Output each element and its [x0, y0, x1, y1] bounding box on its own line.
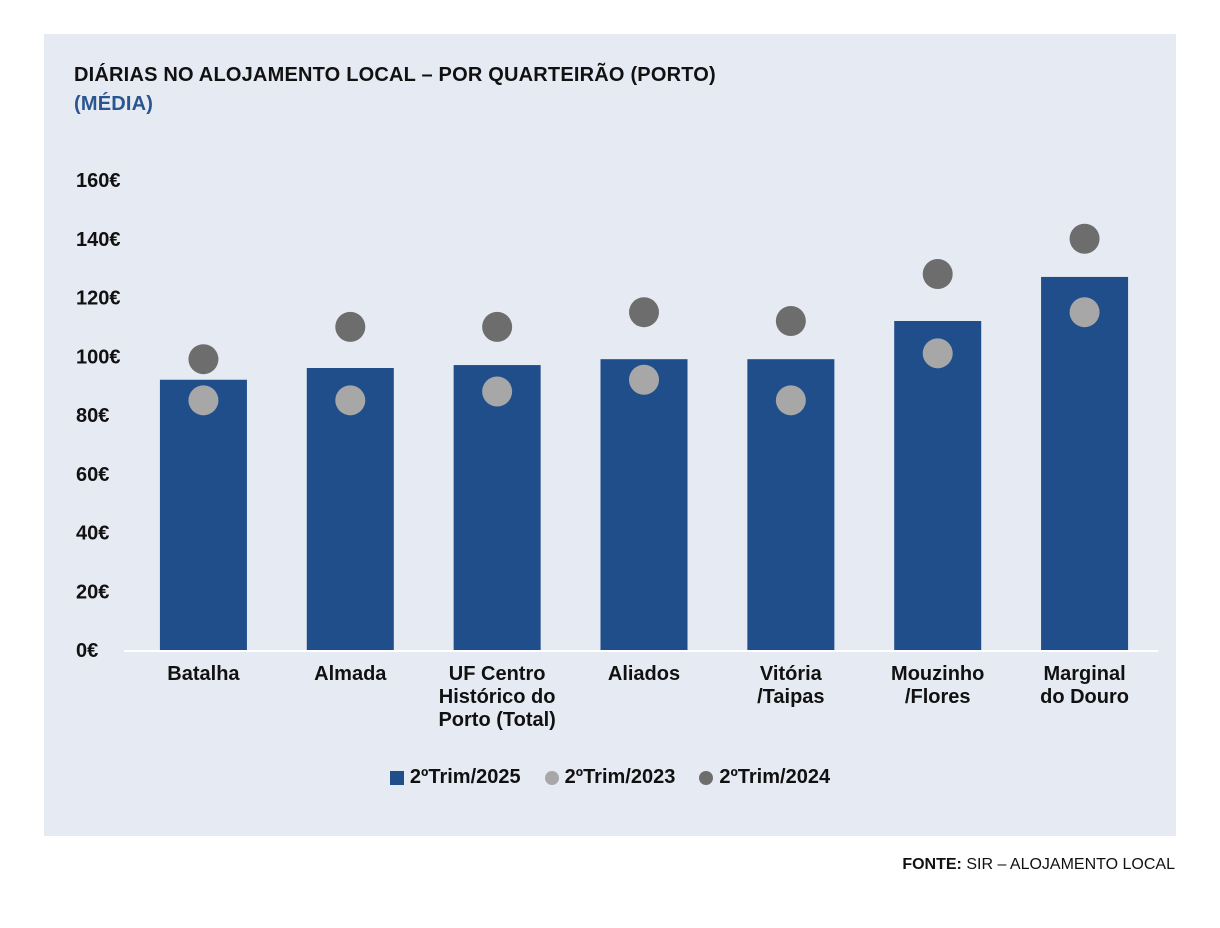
dot-2024 — [1069, 223, 1100, 254]
chart-title: DIÁRIAS NO ALOJAMENTO LOCAL – POR QUARTE… — [74, 64, 716, 86]
dot-2023 — [629, 364, 659, 395]
legend-swatch-2025 — [389, 770, 404, 785]
dot-2023 — [482, 376, 513, 407]
y-tick-label: 0€ — [76, 640, 98, 662]
dot-2024 — [922, 259, 953, 289]
category-label: Vitória — [760, 663, 823, 685]
source-note: FONTE: SIR – ALOJAMENTO LOCAL — [902, 856, 1175, 874]
dot-2024 — [188, 344, 219, 375]
legend-item-2024: 2ºTrim/2024 — [699, 766, 830, 789]
dot-2024 — [775, 306, 806, 336]
bar-2025 — [1041, 276, 1129, 650]
category-label: Almada — [314, 663, 387, 685]
legend-label-2025: 2ºTrim/2025 — [409, 766, 521, 788]
y-tick-label: 160€ — [76, 170, 121, 192]
y-tick-label: 40€ — [76, 523, 109, 545]
dot-2023 — [775, 385, 806, 416]
dot-2023 — [188, 385, 219, 416]
category-label: Aliados — [608, 663, 680, 685]
dot-2023 — [922, 338, 953, 369]
legend-item-2023: 2ºTrim/2023 — [544, 766, 676, 789]
dot-2024 — [335, 311, 366, 342]
bar-2025 — [894, 321, 982, 650]
category-label: Marginal — [1043, 663, 1125, 685]
category-label: Porto (Total) — [438, 709, 555, 731]
category-label: do Douro — [1040, 686, 1129, 708]
legend-item-2025: 2ºTrim/2025 — [389, 766, 521, 789]
chart-subtitle: (MÉDIA) — [74, 93, 154, 115]
dot-2024 — [629, 297, 659, 328]
legend-swatch-2023 — [544, 770, 559, 785]
dot-2023 — [335, 385, 366, 416]
category-label: Histórico do — [439, 686, 556, 708]
category-label: /Taipas — [757, 686, 824, 708]
bar-2025 — [159, 379, 247, 650]
y-tick-label: 100€ — [76, 346, 121, 368]
category-label: Mouzinho — [891, 663, 984, 685]
dot-2024 — [482, 311, 513, 342]
legend-swatch-2024 — [699, 770, 714, 785]
y-tick-label: 20€ — [76, 581, 109, 603]
legend: 2ºTrim/2025 2ºTrim/2023 2ºTrim/2024 — [0, 766, 1220, 789]
dot-2023 — [1069, 297, 1100, 328]
category-label: UF Centro — [449, 663, 546, 685]
y-tick-label: 80€ — [76, 405, 109, 427]
source-label: FONTE: — [902, 856, 962, 873]
legend-label-2023: 2ºTrim/2023 — [564, 766, 676, 788]
source-text: SIR – ALOJAMENTO LOCAL — [966, 856, 1175, 873]
bar-2025 — [600, 359, 688, 650]
bar-2025 — [453, 365, 541, 650]
y-tick-label: 120€ — [76, 288, 121, 310]
y-tick-label: 60€ — [76, 464, 109, 486]
category-label: Batalha — [167, 663, 240, 685]
y-tick-label: 140€ — [76, 229, 121, 251]
category-label: /Flores — [905, 686, 971, 708]
legend-label-2024: 2ºTrim/2024 — [719, 766, 831, 788]
